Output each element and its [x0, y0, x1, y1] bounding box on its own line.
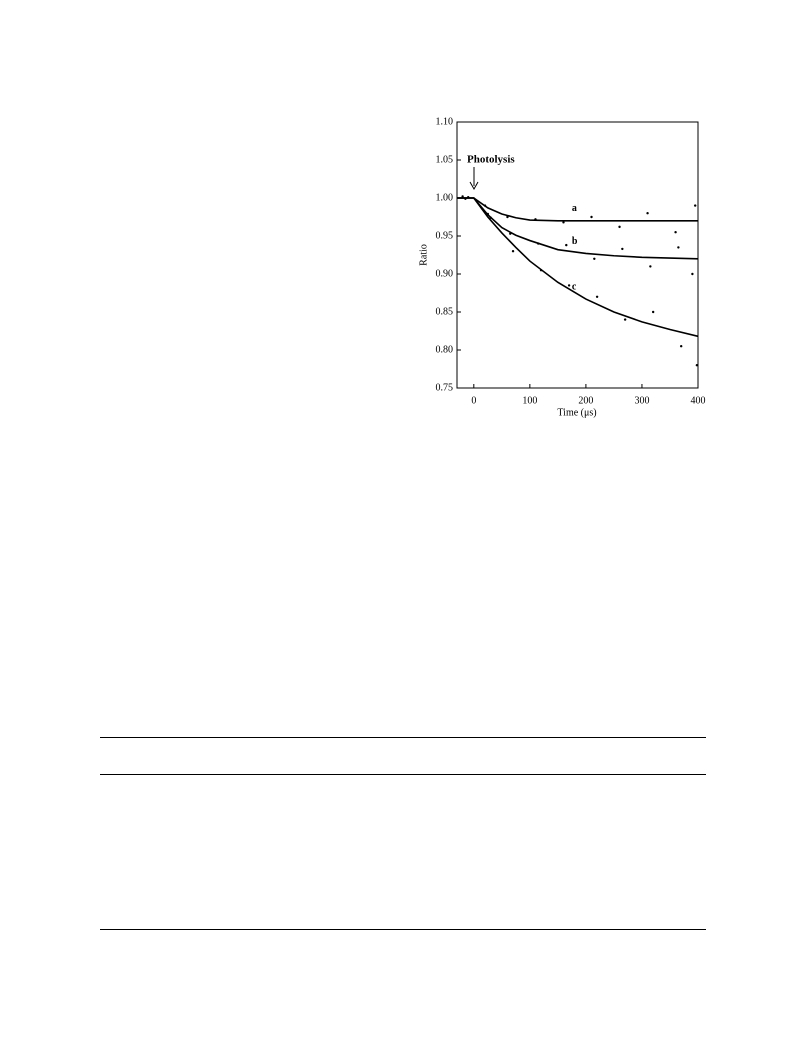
data-point [593, 257, 596, 260]
data-point [595, 295, 599, 298]
table-rule [100, 774, 706, 775]
data-point [467, 196, 470, 199]
data-point [677, 246, 680, 249]
data-point [486, 212, 490, 216]
chart: Ratio Time (μs) Photolysis 0.75 0.80 0.85 0… [418, 116, 706, 418]
y-tick-label: 0.90 [436, 268, 454, 279]
y-tick-label: 0.95 [436, 230, 454, 241]
data-point [695, 364, 699, 367]
fit-line [457, 197, 699, 338]
data-point [651, 310, 655, 314]
fit-line [457, 197, 698, 222]
data-point [534, 218, 537, 221]
data-point [537, 242, 540, 245]
data-point [623, 318, 627, 321]
x-tick-label: 400 [691, 395, 706, 406]
fit-line [457, 197, 699, 260]
data-point [590, 215, 593, 219]
x-axis-label: Time (μs) [557, 407, 596, 418]
table-rule [100, 929, 706, 930]
y-tick-label: 0.75 [436, 382, 454, 393]
data-point [674, 231, 677, 234]
data-point [483, 204, 487, 207]
data-point [565, 243, 568, 247]
x-tick-label: 0 [471, 395, 476, 406]
data-point [691, 272, 694, 276]
data-point [464, 197, 467, 200]
y-tick-label: 1.10 [436, 116, 454, 127]
data-point [621, 247, 624, 251]
annotation: Photolysis [467, 154, 515, 166]
x-tick-label: 200 [578, 395, 593, 406]
y-tick-label: 1.00 [436, 192, 454, 203]
data-point [679, 345, 683, 348]
data-point [539, 269, 543, 272]
x-tick-label: 100 [522, 395, 537, 406]
data-point [562, 221, 565, 224]
data-point [461, 195, 464, 198]
data-point [509, 232, 512, 235]
arrow-head [469, 181, 479, 191]
plot-frame [456, 121, 699, 389]
y-axis-label: Ratio [418, 244, 429, 266]
data-point [506, 215, 509, 219]
data-point [649, 265, 652, 268]
curve-label: c [572, 281, 577, 292]
data-point [693, 204, 697, 207]
table-rule [100, 737, 706, 738]
data-point [618, 225, 621, 229]
curve-label: a [572, 203, 577, 214]
data-point [646, 212, 649, 215]
y-tick-label: 0.80 [436, 344, 454, 355]
data-point [511, 250, 515, 253]
data-point [567, 284, 571, 287]
curve-label: b [572, 236, 578, 247]
y-tick-label: 0.85 [436, 306, 454, 317]
x-tick-label: 300 [634, 395, 649, 406]
data-point [489, 216, 492, 219]
y-tick-label: 1.05 [436, 154, 454, 165]
